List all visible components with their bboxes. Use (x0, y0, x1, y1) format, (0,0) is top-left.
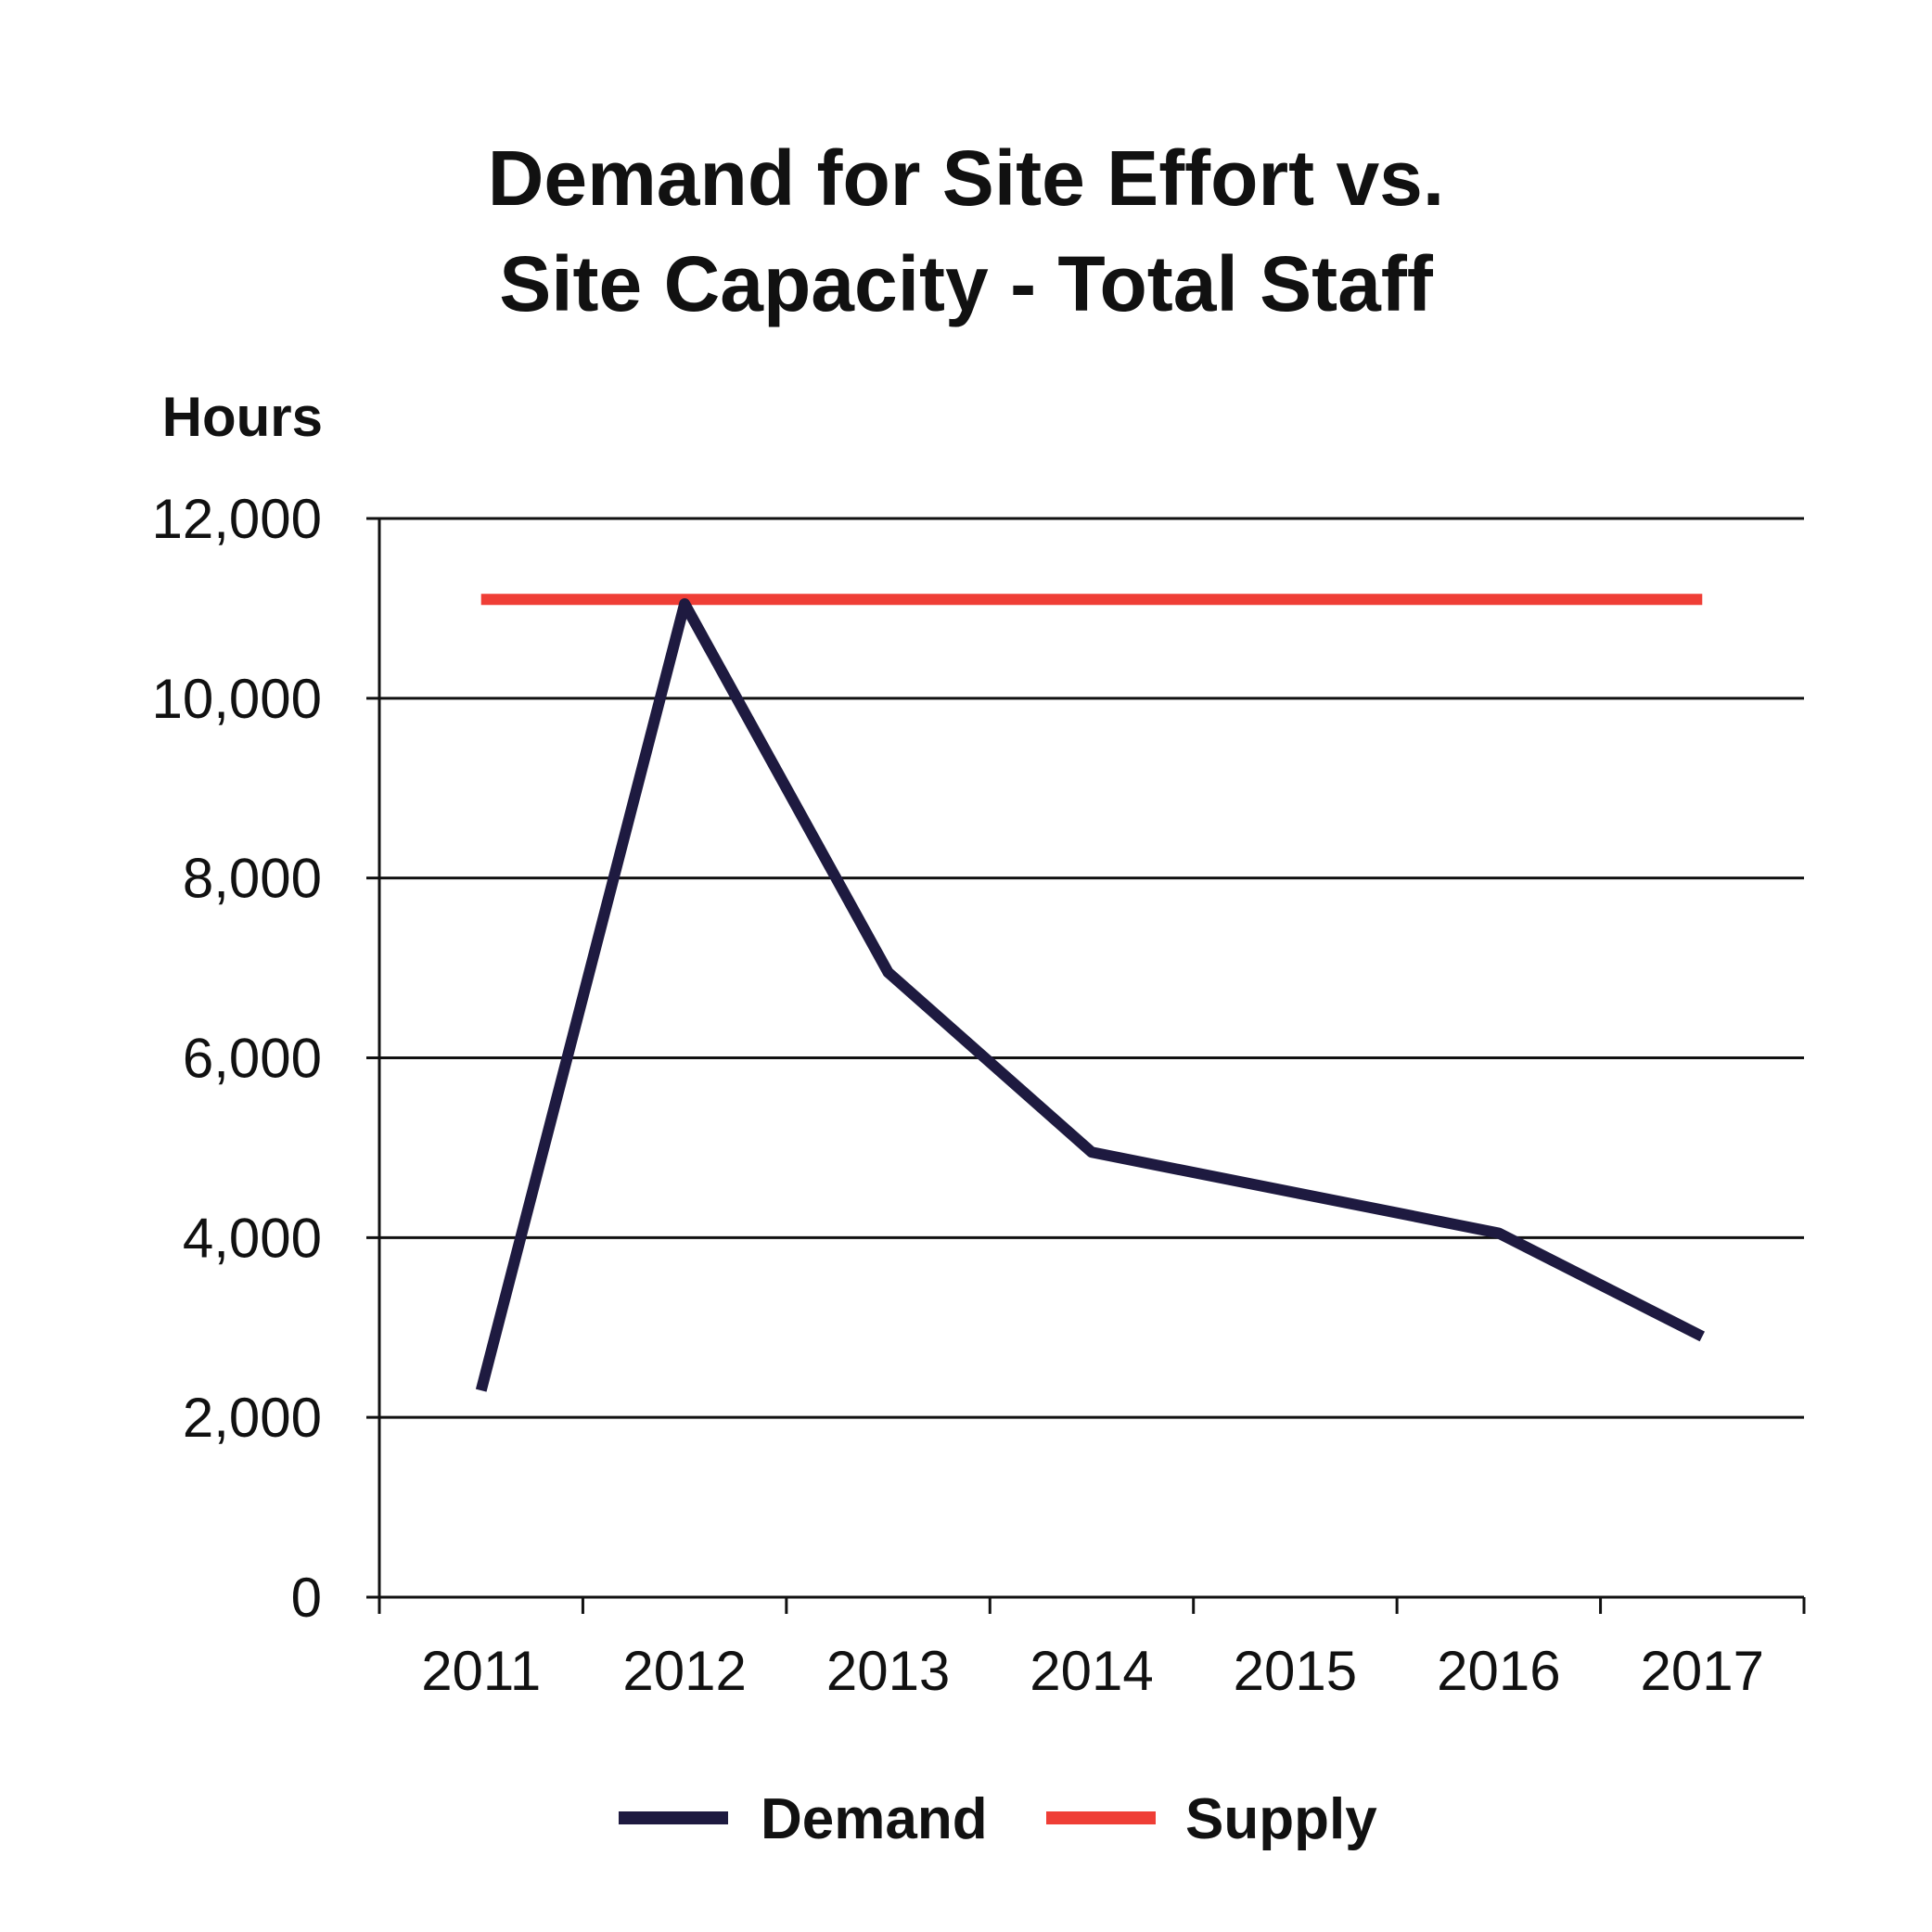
y-tick-label: 8,000 (183, 848, 322, 910)
axes (377, 518, 1806, 1614)
x-tick-label: 2014 (1030, 1640, 1153, 1702)
legend-label: Supply (1185, 1787, 1377, 1851)
x-tick-label: 2015 (1234, 1640, 1357, 1702)
legend-item-demand: Demand (619, 1787, 988, 1851)
gridlines (366, 517, 1804, 1599)
series-lines (475, 594, 1706, 1392)
x-tick-label: 2016 (1437, 1640, 1560, 1702)
y-tick-labels: 0 2,000 4,000 6,000 8,000 10,000 12,000 (151, 488, 322, 1629)
chart-title-line-2: Site Capacity - Total Staff (499, 240, 1433, 327)
y-axis-label: Hours (162, 386, 323, 448)
y-tick-label: 6,000 (183, 1028, 322, 1090)
x-tick-label: 2013 (826, 1640, 950, 1702)
x-tick-labels: 2011 2012 2013 2014 2015 2016 2017 (421, 1640, 1764, 1702)
series-line-demand (475, 598, 1706, 1392)
chart-title-line-1: Demand for Site Effort vs. (487, 134, 1445, 222)
x-tick-label: 2012 (622, 1640, 746, 1702)
y-tick-label: 2,000 (183, 1387, 322, 1449)
legend: Demand Supply (619, 1787, 1377, 1851)
x-tick-label: 2017 (1641, 1640, 1764, 1702)
y-tick-label: 0 (291, 1567, 322, 1629)
y-tick-label: 12,000 (151, 488, 322, 550)
chart-title: Demand for Site Effort vs. Site Capacity… (0, 125, 1932, 337)
x-tick-label: 2011 (421, 1640, 541, 1702)
legend-label: Demand (761, 1787, 988, 1851)
y-tick-label: 4,000 (183, 1207, 322, 1269)
y-tick-label: 10,000 (151, 668, 322, 730)
legend-item-supply: Supply (1046, 1787, 1377, 1851)
